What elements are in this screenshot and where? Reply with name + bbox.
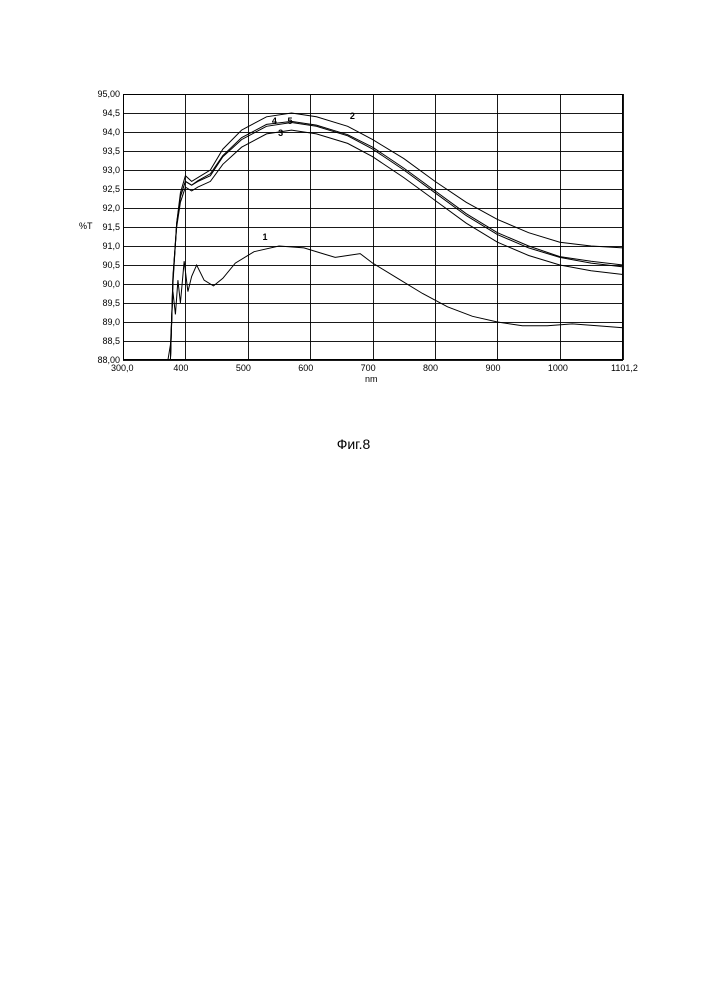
page: 300,040050060070080090010001101,288,0088…: [0, 0, 707, 1000]
series-label-3: 3: [278, 128, 283, 138]
series-label-4: 4: [272, 116, 277, 126]
transmittance-chart: 300,040050060070080090010001101,288,0088…: [75, 88, 634, 388]
series-label-2: 2: [350, 111, 355, 121]
series-label-5: 5: [287, 116, 292, 126]
figure-caption: Фиг.8: [0, 436, 707, 452]
series-label-1: 1: [263, 232, 268, 242]
series-layer: [75, 88, 634, 388]
